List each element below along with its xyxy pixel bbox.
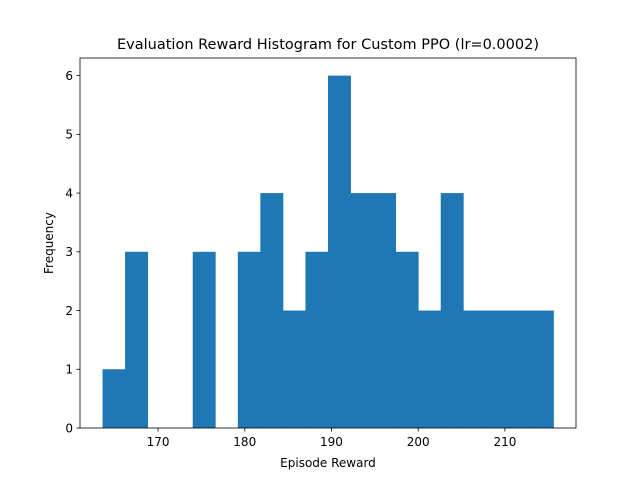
x-tick-label: 190 bbox=[320, 435, 343, 449]
histogram-bar bbox=[530, 310, 554, 428]
histogram-bar bbox=[485, 310, 509, 428]
y-tick-label: 3 bbox=[65, 245, 73, 259]
histogram-bar bbox=[508, 310, 532, 428]
y-tick-label: 1 bbox=[65, 363, 73, 377]
histogram-bar bbox=[125, 251, 149, 428]
histogram-bar bbox=[282, 310, 306, 428]
histogram-bar bbox=[350, 193, 374, 428]
chart-title: Evaluation Reward Histogram for Custom P… bbox=[117, 37, 539, 53]
x-tick-label: 180 bbox=[233, 435, 256, 449]
x-tick-label: 170 bbox=[147, 435, 170, 449]
histogram-bar bbox=[418, 310, 442, 428]
y-tick-label: 0 bbox=[65, 421, 73, 435]
y-tick-label: 4 bbox=[65, 186, 73, 200]
x-axis-ticks: 170 180 190 200 210 bbox=[147, 428, 516, 449]
histogram-bar bbox=[102, 369, 126, 428]
histogram-bar bbox=[192, 251, 216, 428]
histogram-bar bbox=[440, 193, 464, 428]
bars-group bbox=[102, 75, 554, 428]
histogram-bar bbox=[237, 251, 261, 428]
histogram-bar bbox=[305, 251, 329, 428]
y-tick-label: 6 bbox=[65, 69, 73, 83]
y-tick-label: 5 bbox=[65, 128, 73, 142]
x-tick-label: 200 bbox=[407, 435, 430, 449]
y-tick-label: 2 bbox=[65, 304, 73, 318]
histogram-bar bbox=[395, 251, 419, 428]
histogram-bar bbox=[260, 193, 284, 428]
x-tick-label: 210 bbox=[493, 435, 516, 449]
histogram-bar bbox=[328, 75, 351, 428]
y-axis-label: Frequency bbox=[42, 212, 56, 274]
y-axis-ticks: 0 1 2 3 4 5 6 bbox=[65, 69, 80, 435]
histogram-bar bbox=[373, 193, 397, 428]
histogram-bar bbox=[463, 310, 487, 428]
x-axis-label: Episode Reward bbox=[280, 456, 376, 470]
plot-frame bbox=[79, 57, 577, 429]
